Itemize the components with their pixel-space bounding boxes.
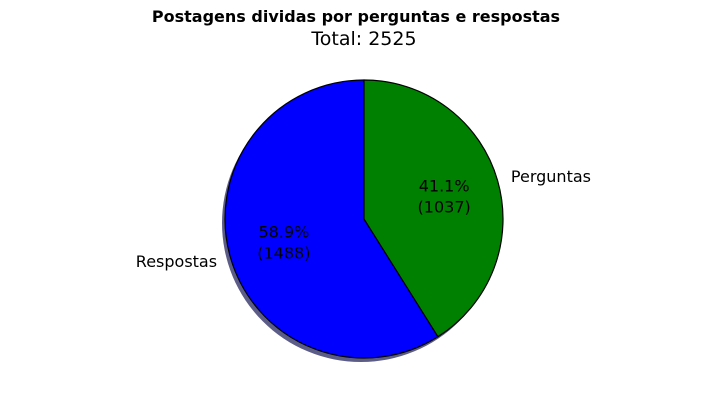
pie-slices (224, 79, 504, 359)
count-label-perguntas: (1037) (418, 197, 471, 216)
chart-subtitle: Total: 2525 (310, 28, 416, 50)
pie-slice-perguntas (363, 79, 504, 338)
slice-label-respostas: Respostas (136, 252, 217, 271)
percent-label-perguntas: 41.1% (419, 176, 470, 195)
pie-slice-respostas (224, 79, 439, 359)
chart-title: Postagens dividas por perguntas e respos… (152, 7, 560, 26)
slice-label-perguntas: Perguntas (511, 167, 591, 186)
count-label-respostas: (1488) (257, 244, 310, 263)
percent-label-respostas: 58.9% (258, 223, 309, 242)
pie-labels: Respostas 58.9% (1488) Perguntas 41.1% (1037) (136, 167, 591, 271)
